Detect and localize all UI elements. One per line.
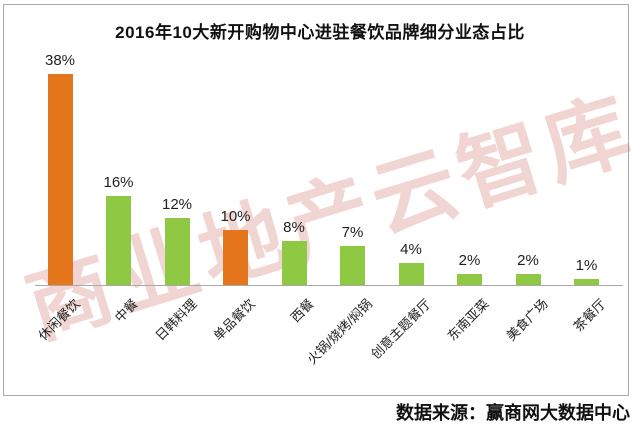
bar-value-label: 4% [400,240,422,258]
bar [574,279,599,285]
bar-value-label: 2% [458,251,481,269]
bar-value-label: 16% [103,174,134,192]
bar [164,218,190,285]
bar-value-label: 8% [283,218,305,236]
bar-value-label: 1% [575,257,598,275]
chart-border-frame [3,4,629,396]
bar-value-label: 38% [44,52,76,70]
data-source-note: 数据来源：赢商网大数据中心 [396,403,630,423]
chart-title: 2016年10大新开购物中心进驻餐饮品牌细分业态占比 [115,23,525,42]
x-axis-line [35,285,623,286]
bar [223,229,248,285]
bar-value-label: 7% [341,224,364,242]
bar [106,196,131,285]
bar-value-label: 2% [517,251,539,269]
bar [515,273,541,285]
bar-value-label: 12% [161,196,193,214]
bar [47,74,73,285]
bar [398,262,424,285]
bar-value-label: 10% [220,207,251,225]
bar [457,273,482,285]
bar [281,240,307,285]
bar [340,246,365,285]
